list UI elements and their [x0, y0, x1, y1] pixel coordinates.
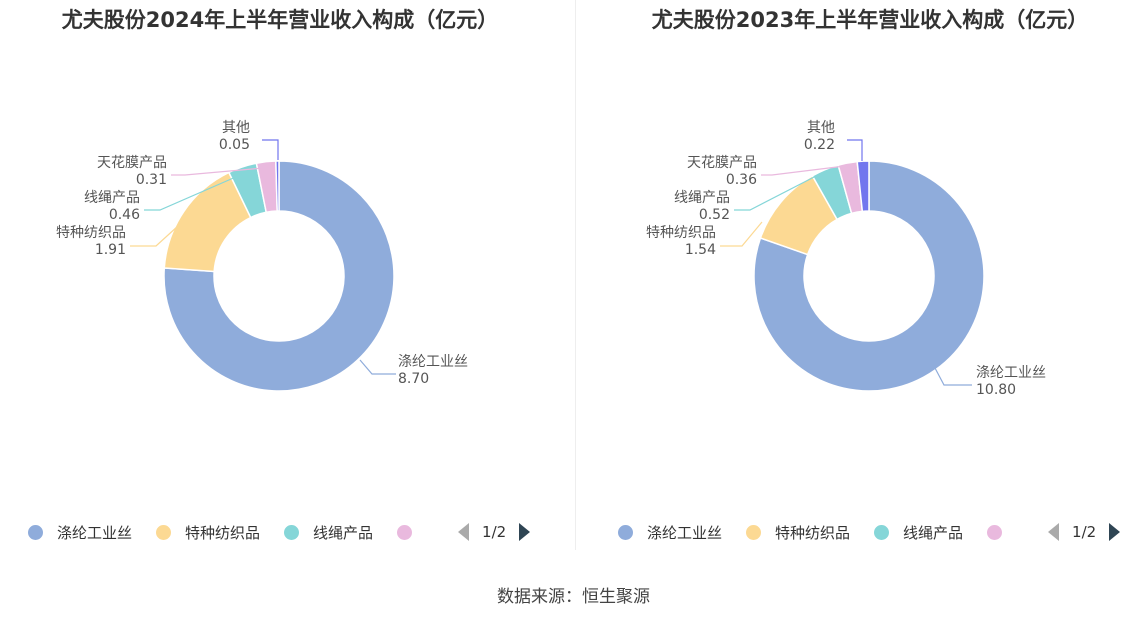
legend-pager: 1/2: [1048, 523, 1121, 541]
legend-pager: 1/2: [458, 523, 531, 541]
slice-label-value: 1.54: [685, 242, 716, 258]
legend-label: 涤纶工业丝: [57, 523, 133, 542]
label-leader-line: [262, 139, 279, 160]
label-leader-line: [171, 167, 264, 176]
legend-dot-ceiling-film: [397, 524, 413, 540]
slice-label-value: 0.36: [726, 172, 757, 188]
label-leader-line: [847, 139, 863, 161]
label-leader-line: [130, 225, 179, 247]
legend-page-number: 1/2: [1072, 523, 1097, 541]
legend-item-polyester[interactable]: 涤纶工业丝: [618, 522, 722, 543]
slice-label-value: 10.80: [976, 382, 1016, 398]
legend-item-cord[interactable]: 线绳产品: [874, 522, 963, 543]
donut-slice-polyester[interactable]: [163, 160, 395, 392]
label-leader-line: [359, 359, 396, 375]
slice-label-name: 特种纺织品: [56, 225, 126, 241]
legend-next-icon[interactable]: [519, 523, 531, 541]
slice-label-name: 特种纺织品: [646, 225, 716, 241]
legend-item-special-textile[interactable]: 特种纺织品: [746, 522, 850, 543]
slice-label-value: 0.05: [219, 137, 250, 153]
donut-slice-other[interactable]: [856, 160, 870, 213]
chart-title: 尤夫股份2023年上半年营业收入构成（亿元）: [651, 8, 1089, 32]
label-leader-line: [734, 174, 819, 211]
legend-dot-cord: [284, 524, 300, 540]
donut-slice-polyester[interactable]: [753, 160, 985, 392]
label-leader-line: [761, 165, 846, 176]
legend-label: 特种纺织品: [185, 523, 261, 542]
legend: 涤纶工业丝 特种纺织品 线绳产品 1/2: [28, 519, 531, 545]
legend: 涤纶工业丝 特种纺织品 线绳产品 1/2: [618, 519, 1121, 545]
legend-prev-icon[interactable]: [458, 523, 470, 541]
slice-label-name: 其他: [807, 120, 835, 136]
slice-label-value: 0.52: [699, 207, 730, 223]
legend-dot-polyester: [618, 524, 633, 540]
slice-label-value: 0.22: [804, 137, 835, 153]
chart-panel-2024: 尤夫股份2024年上半年营业收入构成（亿元） 涤纶工业丝 8.70 特种纺织品 1.9…: [0, 0, 575, 560]
legend-label: 涤纶工业丝: [647, 523, 723, 542]
slice-label-name: 涤纶工业丝: [398, 354, 468, 370]
slice-label-value: 0.46: [109, 207, 140, 223]
legend-dot-special-textile: [156, 524, 172, 540]
panel-divider: [575, 0, 576, 550]
donut-slice-other[interactable]: [275, 160, 280, 212]
slice-label-value: 1.91: [95, 242, 126, 258]
legend-item-ceiling-film[interactable]: [397, 524, 426, 540]
legend-dot-ceiling-film: [987, 524, 1003, 540]
data-source: 数据来源：恒生聚源: [497, 587, 650, 607]
legend-next-icon[interactable]: [1109, 523, 1121, 541]
slice-label-name: 线绳产品: [674, 190, 730, 206]
legend-prev-icon[interactable]: [1048, 523, 1060, 541]
legend-item-ceiling-film[interactable]: [987, 524, 1016, 540]
legend-dot-special-textile: [746, 524, 762, 540]
slice-label-name: 其他: [222, 120, 250, 136]
legend-item-polyester[interactable]: 涤纶工业丝: [28, 522, 132, 543]
label-leader-line: [934, 367, 972, 386]
label-leader-line: [144, 175, 239, 211]
legend-item-special-textile[interactable]: 特种纺织品: [156, 522, 260, 543]
chart-panel-2023: 尤夫股份2023年上半年营业收入构成（亿元） 涤纶工业丝 10.80 特种纺织品 1.…: [590, 0, 1147, 560]
legend-page-number: 1/2: [482, 523, 507, 541]
legend-label: 线绳产品: [903, 523, 964, 542]
slice-label-value: 0.31: [136, 172, 167, 188]
legend-dot-polyester: [28, 524, 43, 540]
slice-label-name: 涤纶工业丝: [976, 365, 1046, 381]
legend-label: 特种纺织品: [775, 523, 851, 542]
label-leader-line: [720, 221, 763, 247]
chart-title: 尤夫股份2024年上半年营业收入构成（亿元）: [61, 8, 499, 32]
slice-label-name: 天花膜产品: [687, 155, 757, 171]
legend-item-cord[interactable]: 线绳产品: [284, 522, 373, 543]
slice-label-value: 8.70: [398, 371, 429, 387]
slice-label-name: 线绳产品: [84, 190, 140, 206]
legend-dot-cord: [874, 524, 890, 540]
legend-label: 线绳产品: [313, 523, 374, 542]
slice-label-name: 天花膜产品: [97, 155, 167, 171]
